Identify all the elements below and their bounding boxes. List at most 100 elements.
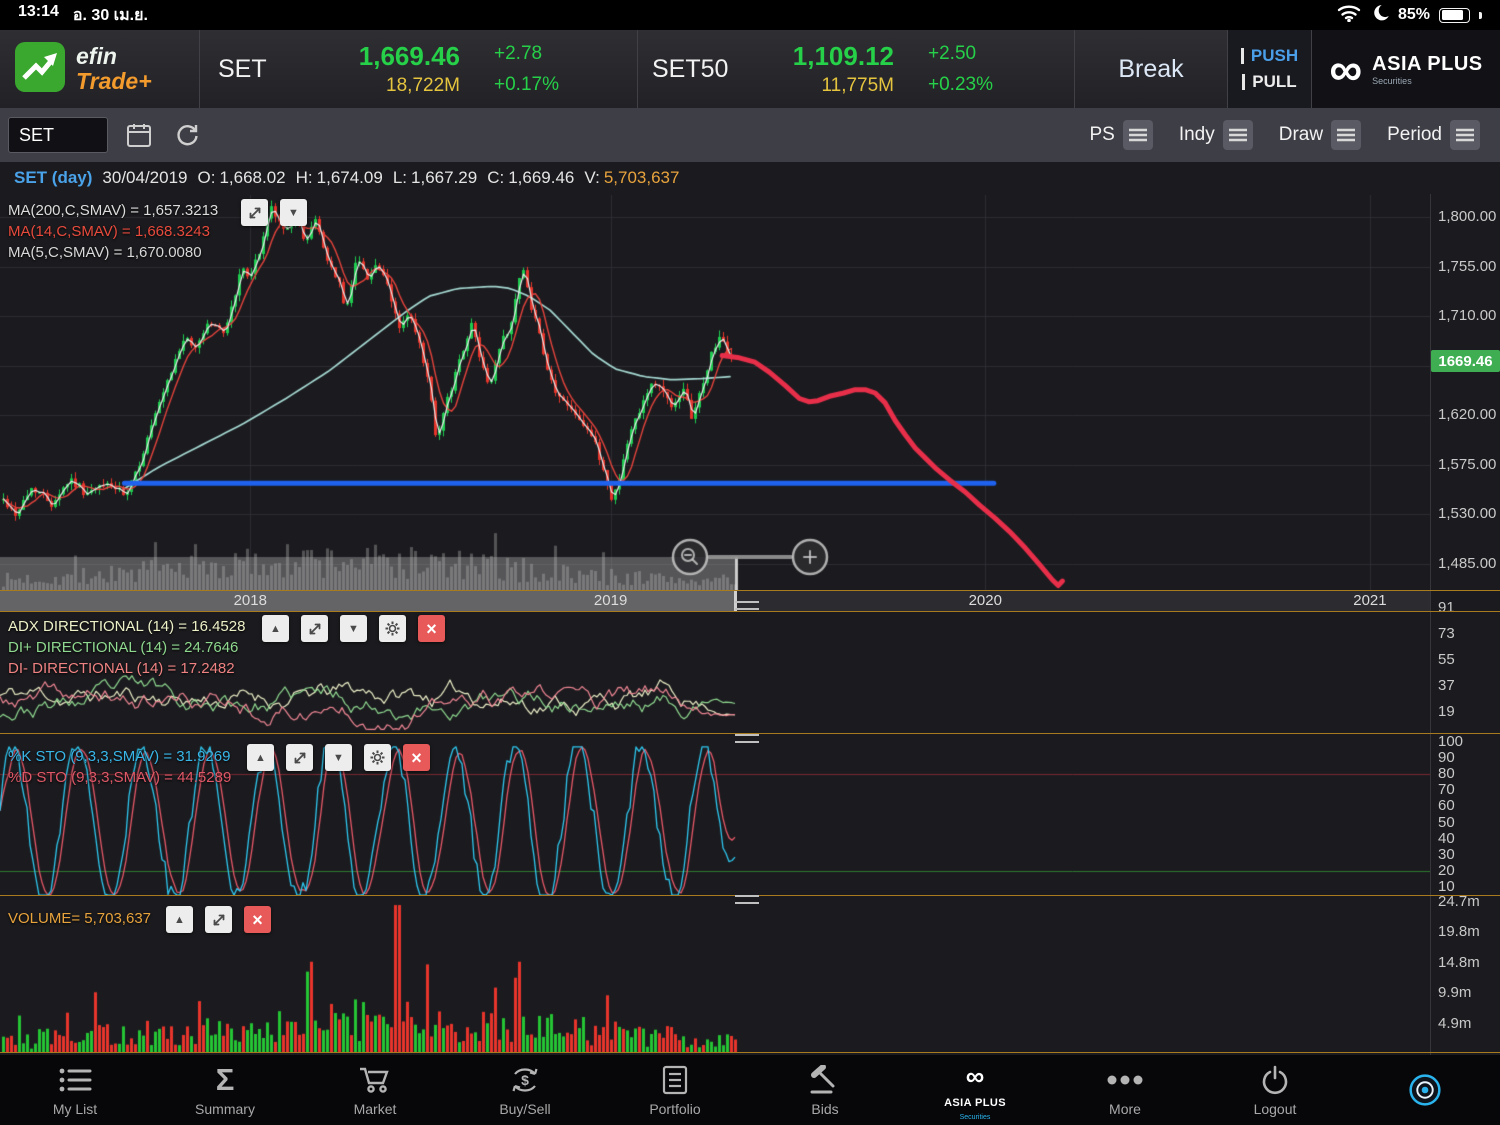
panel-resize-handle[interactable] xyxy=(735,601,759,610)
menu-icon xyxy=(1123,120,1153,150)
symbol-input[interactable] xyxy=(8,117,108,153)
break-button[interactable]: Break xyxy=(1075,30,1228,108)
close-label: C: xyxy=(487,168,504,188)
last-price-tag: 1669.46 xyxy=(1431,350,1500,372)
panel-resize-handle[interactable] xyxy=(735,895,759,904)
move-up-button[interactable]: ▲ xyxy=(247,744,274,771)
toolbar-ps-button[interactable]: PS xyxy=(1081,115,1160,155)
app-header: efin Trade+ SET 1,669.46 18,722M +2.78 +… xyxy=(0,30,1500,108)
sto-labels: %K STO (9,3,3,SMAV) = 31.9269%D STO (9,3… xyxy=(8,746,231,788)
refresh-button[interactable] xyxy=(170,118,204,152)
volume-panel-buttons: ▲× xyxy=(166,906,271,933)
set50-label: SET50 xyxy=(652,55,744,84)
axis-tick-label: 50 xyxy=(1438,814,1455,831)
buy-sell-icon: $ xyxy=(509,1064,541,1096)
set-quote[interactable]: SET 1,669.46 18,722M +2.78 +0.17% xyxy=(200,30,638,108)
close-button[interactable]: × xyxy=(244,906,271,933)
volume-value: 5,703,637 xyxy=(604,168,680,188)
axis-tick-label: 1,485.00 xyxy=(1438,555,1496,572)
push-button[interactable]: PUSH xyxy=(1241,46,1298,66)
axis-tick-label: 70 xyxy=(1438,781,1455,798)
indicator-label: %K STO (9,3,3,SMAV) = 31.9269 xyxy=(8,746,231,767)
indicator-label: MA(14,C,SMAV) = 1,668.3243 xyxy=(8,221,218,242)
moon-icon xyxy=(1370,3,1389,27)
brand-name: ASIA PLUS xyxy=(1372,53,1482,76)
expand-button[interactable] xyxy=(205,906,232,933)
chart-date: 30/04/2019 xyxy=(102,168,187,188)
push-pull-toggle: PUSH PULL xyxy=(1228,30,1312,108)
axis-tick-label: 100 xyxy=(1438,733,1463,750)
move-down-button[interactable]: ▼ xyxy=(280,199,307,226)
close-button[interactable]: × xyxy=(403,744,430,771)
more-icon xyxy=(1104,1064,1146,1096)
axis-tick-label: 40 xyxy=(1438,830,1455,847)
toolbar-period-button[interactable]: Period xyxy=(1379,115,1488,155)
close-value: 1,669.46 xyxy=(508,168,574,188)
set-label: SET xyxy=(218,55,310,84)
nav-item-more[interactable]: More xyxy=(1050,1055,1200,1125)
ohlc-info-bar: SET (day) 30/04/2019 O: 1,668.02 H: 1,67… xyxy=(0,162,1500,194)
logo-word-trade: Trade+ xyxy=(76,69,152,94)
panel-resize-handle[interactable] xyxy=(735,734,759,743)
logo-word-efin: efin xyxy=(76,44,152,69)
volume-label: V: xyxy=(584,168,599,188)
move-up-button[interactable]: ▲ xyxy=(262,615,289,642)
low-value: 1,667.29 xyxy=(411,168,477,188)
pull-button[interactable]: PULL xyxy=(1242,72,1296,92)
high-label: H: xyxy=(296,168,313,188)
axis-tick-label: 19.8m xyxy=(1438,923,1480,940)
set50-value: 1,109.12 xyxy=(793,41,894,72)
nav-item-logout[interactable]: Logout xyxy=(1200,1055,1350,1125)
nav-item-buy-sell[interactable]: $Buy/Sell xyxy=(450,1055,600,1125)
portfolio-icon xyxy=(662,1064,688,1096)
open-value: 1,668.02 xyxy=(219,168,285,188)
axis-tick-label: 80 xyxy=(1438,765,1455,782)
x-axis-year-label: 2021 xyxy=(1353,592,1386,609)
nav-item-bids[interactable]: Bids xyxy=(750,1055,900,1125)
axis-tick-label: 73 xyxy=(1438,625,1455,642)
nav-item-my-list[interactable]: My List xyxy=(0,1055,150,1125)
close-button[interactable]: × xyxy=(418,615,445,642)
nav-item-target[interactable] xyxy=(1350,1055,1500,1125)
settings-button[interactable] xyxy=(379,615,406,642)
toolbar-menu-group: PS IndyDrawPeriod xyxy=(1081,115,1492,155)
my-list-icon xyxy=(58,1064,92,1096)
expand-button[interactable] xyxy=(241,199,268,226)
calendar-button[interactable] xyxy=(122,118,156,152)
axis-tick-label: 9.9m xyxy=(1438,984,1471,1001)
expand-button[interactable] xyxy=(301,615,328,642)
target-icon xyxy=(1396,1074,1454,1106)
status-date: อ. 30 เม.ย. xyxy=(73,3,148,28)
efin-logo-icon xyxy=(14,41,66,98)
move-down-button[interactable]: ▼ xyxy=(325,744,352,771)
move-down-button[interactable]: ▼ xyxy=(340,615,367,642)
axis-tick-label: 20 xyxy=(1438,862,1455,879)
toolbar-draw-button[interactable]: Draw xyxy=(1271,115,1369,155)
high-value: 1,674.09 xyxy=(317,168,383,188)
set50-quote[interactable]: SET50 1,109.12 11,775M +2.50 +0.23% xyxy=(638,30,1075,108)
set-change-pct: +0.17% xyxy=(494,74,559,96)
logout-icon xyxy=(1261,1064,1289,1096)
panel-separator xyxy=(0,590,1500,591)
toolbar-indy-button[interactable]: Indy xyxy=(1171,115,1261,155)
clock: 13:14 xyxy=(18,3,59,28)
sto-panel-buttons: ▲ ▼ × xyxy=(247,744,430,771)
nav-item-portfolio[interactable]: Portfolio xyxy=(600,1055,750,1125)
expand-button[interactable] xyxy=(286,744,313,771)
nav-item-asia-plus[interactable]: ∞ASIA PLUSSecurities xyxy=(900,1055,1050,1125)
axis-tick-label: 1,755.00 xyxy=(1438,258,1496,275)
main-panel-buttons: ▼ xyxy=(241,199,307,226)
indicator-label: MA(5,C,SMAV) = 1,670.0080 xyxy=(8,242,218,263)
axis-divider xyxy=(1430,194,1431,1055)
nav-item-market[interactable]: Market xyxy=(300,1055,450,1125)
nav-item-summary[interactable]: ΣSummary xyxy=(150,1055,300,1125)
settings-button[interactable] xyxy=(364,744,391,771)
chart-symbol: SET (day) xyxy=(14,168,92,188)
adx-labels: ADX DIRECTIONAL (14) = 16.4528DI+ DIRECT… xyxy=(8,616,245,679)
menu-icon xyxy=(1331,120,1361,150)
indicator-label: %D STO (9,3,3,SMAV) = 44.5289 xyxy=(8,767,231,788)
set50-change: +2.50 xyxy=(928,43,993,65)
time-axis[interactable]: 2018201920202021 xyxy=(0,590,1430,611)
indicator-label: MA(200,C,SMAV) = 1,657.3213 xyxy=(8,200,218,221)
move-up-button[interactable]: ▲ xyxy=(166,906,193,933)
